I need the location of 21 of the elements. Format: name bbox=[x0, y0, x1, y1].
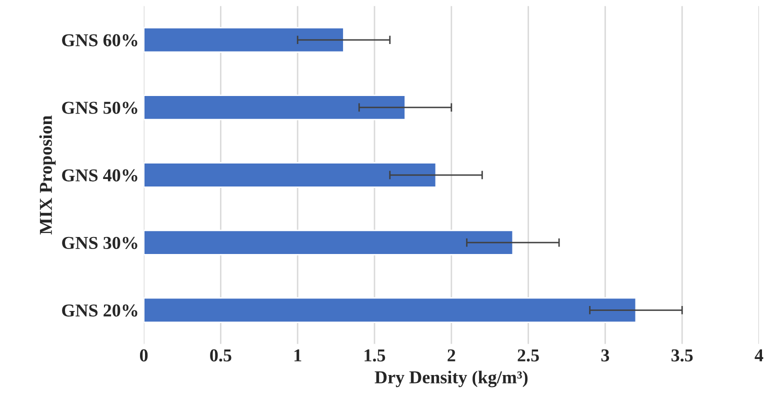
bar bbox=[144, 27, 344, 53]
x-tick-label: 3 bbox=[601, 349, 610, 362]
x-tick-label: 4 bbox=[754, 349, 764, 362]
x-tick-label: 3.5 bbox=[672, 349, 693, 362]
bar bbox=[144, 230, 514, 256]
y-tick-label: GNS 30% bbox=[62, 236, 138, 250]
y-tick-label: GNS 40% bbox=[62, 169, 138, 182]
x-axis-title: Dry Density (kg/m³) bbox=[374, 370, 528, 388]
bar bbox=[144, 297, 637, 323]
y-axis-title: MIX Proposion bbox=[39, 116, 56, 234]
y-tick-label: GNS 50% bbox=[62, 102, 138, 114]
x-tick-label: 2 bbox=[448, 349, 456, 362]
x-tick-label: 1 bbox=[294, 349, 302, 362]
bar bbox=[144, 94, 406, 120]
y-tick-label: GNS 60% bbox=[62, 34, 138, 46]
x-tick-label: 0.5 bbox=[210, 349, 232, 362]
x-tick-label: 1.5 bbox=[364, 349, 386, 362]
y-tick-label: GNS 20% bbox=[62, 304, 138, 317]
x-tick-label: 2.5 bbox=[518, 349, 539, 362]
bar bbox=[144, 162, 437, 188]
x-tick-label: 0 bbox=[140, 349, 148, 362]
